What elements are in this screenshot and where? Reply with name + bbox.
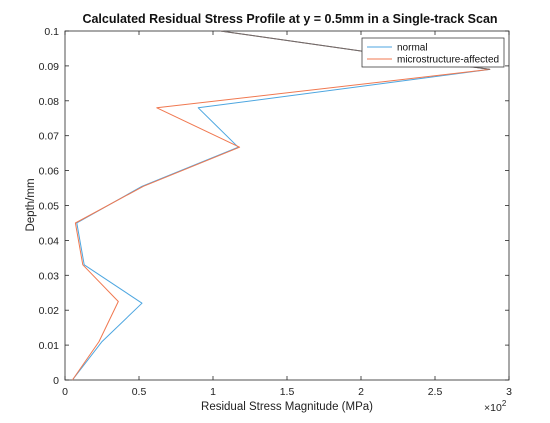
x-exponent-base: ×10: [484, 402, 502, 414]
y-tick-label: 0: [53, 375, 59, 387]
y-tick-label: 0.02: [39, 305, 60, 317]
y-tick-label: 0.1: [44, 26, 59, 38]
x-axis-label: Residual Stress Magnitude (MPa): [201, 401, 373, 413]
x-tick-label: 1.5: [280, 386, 295, 398]
x-tick-label: 2.5: [428, 386, 443, 398]
y-tick-label: 0.03: [39, 270, 60, 282]
chart-title: Calculated Residual Stress Profile at y …: [82, 12, 497, 26]
x-tick-label: 0: [62, 386, 68, 398]
series-line-2: [71, 30, 491, 381]
plot-area: [64, 30, 510, 381]
y-tick-label: 0.05: [39, 201, 60, 213]
y-tick-label: 0.06: [39, 166, 60, 178]
y-tick-label: 0.07: [39, 131, 60, 143]
y-axis-label: Depth/mm: [25, 178, 37, 231]
x-tick-label: 1: [210, 386, 216, 398]
y-axis: 0 0.01 0.02 0.03 0.04 0.05 0.06 0.07 0.08 0.09 0.1: [39, 26, 509, 387]
legend-label-1: normal: [397, 43, 428, 54]
x-exponent-label: ×102: [484, 399, 507, 414]
x-tick-label: 0.5: [132, 386, 147, 398]
y-tick-label: 0.09: [39, 61, 60, 73]
y-tick-label: 0.04: [39, 235, 60, 247]
x-exponent-power: 2: [502, 399, 507, 408]
x-tick-label: 3: [506, 386, 512, 398]
x-tick-label: 2: [358, 386, 364, 398]
x-axis: 0 0.5 1 1.5 2 2.5 3: [62, 31, 512, 398]
legend-label-2: microstructure-affected: [397, 55, 499, 66]
y-tick-label: 0.08: [39, 96, 60, 108]
y-tick-label: 0.01: [39, 340, 60, 352]
legend-box: [361, 37, 505, 68]
